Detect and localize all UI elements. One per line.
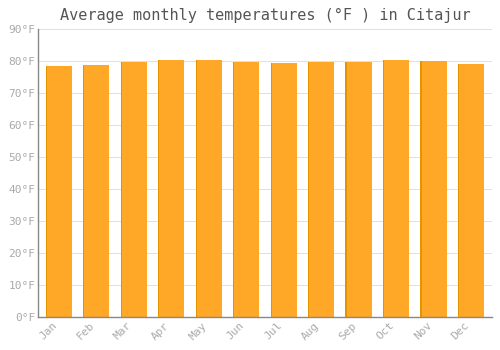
Bar (120, 62, 147, 317)
Bar (420, 61, 422, 317)
Bar (270, 63, 272, 317)
Bar (120, 62, 122, 317)
Bar (158, 61, 159, 317)
Bar (458, 64, 459, 317)
Bar (383, 60, 384, 317)
Bar (83, 65, 84, 317)
Bar (233, 62, 234, 317)
Bar (46, 66, 72, 317)
Title: Average monthly temperatures (°F ) in Citajur: Average monthly temperatures (°F ) in Ci… (60, 8, 470, 23)
Bar (196, 60, 222, 317)
Bar (346, 62, 372, 317)
Bar (83, 65, 110, 317)
Bar (458, 64, 484, 317)
Bar (383, 60, 409, 317)
Bar (270, 63, 297, 317)
Bar (308, 62, 334, 317)
Bar (158, 61, 184, 317)
Bar (233, 62, 260, 317)
Bar (420, 61, 446, 317)
Bar (308, 62, 309, 317)
